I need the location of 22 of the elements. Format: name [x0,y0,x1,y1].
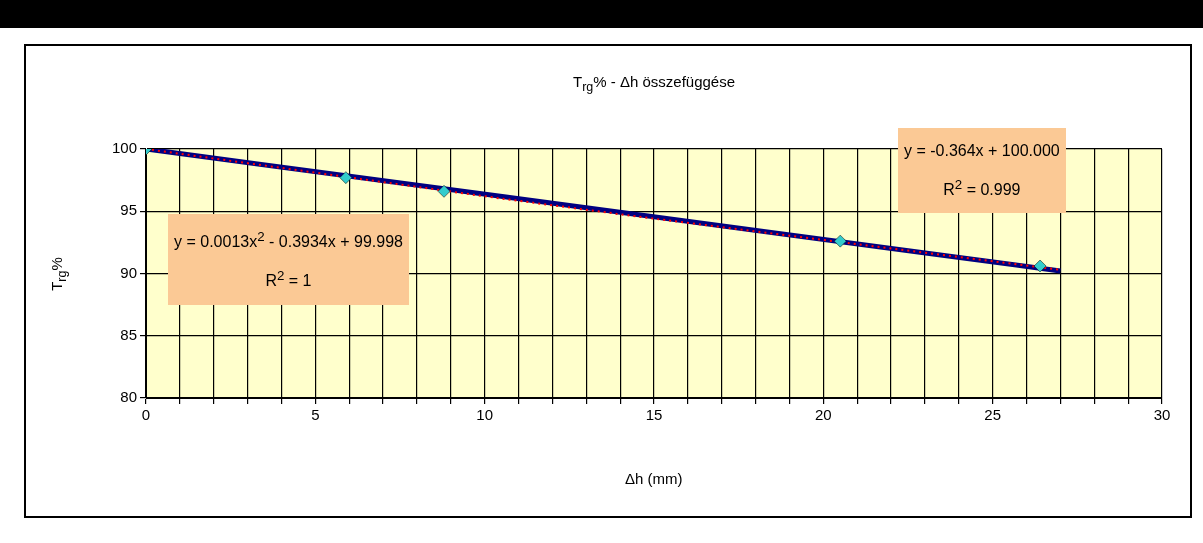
x-axis-title: Δh (mm) [625,470,683,487]
y-tick-label: 95 [120,201,137,219]
point [1033,259,1047,273]
y-tick-label: 90 [120,263,137,281]
chart-title: T$_{rg}$% - Δh összefüggése [573,73,736,94]
y-tick-label: 100 [111,139,137,157]
point [437,185,451,198]
point [834,234,847,248]
point [339,171,353,184]
annotation: y = -0.364x + 100.000 [904,141,1060,161]
annotation: R$^{2}$ = 1 [264,267,313,292]
y-tick-label: 85 [120,325,137,343]
x-tick-label: 30 [1153,406,1171,424]
x-tick-label: 10 [476,406,494,424]
annotation: y = 0.0013x$^{2}$ - 0.3934x + 99.998 [174,228,403,253]
x-tick-label: 25 [984,406,1002,424]
x-tick-label: 5 [311,406,320,424]
x-tick-label: 20 [814,406,832,424]
x-tick-label: 0 [141,406,151,424]
x-tick-label: 15 [645,406,663,424]
annotation: R$^{2}$ = 0.999 [942,176,1022,201]
y-tick-label: 80 [120,388,137,406]
